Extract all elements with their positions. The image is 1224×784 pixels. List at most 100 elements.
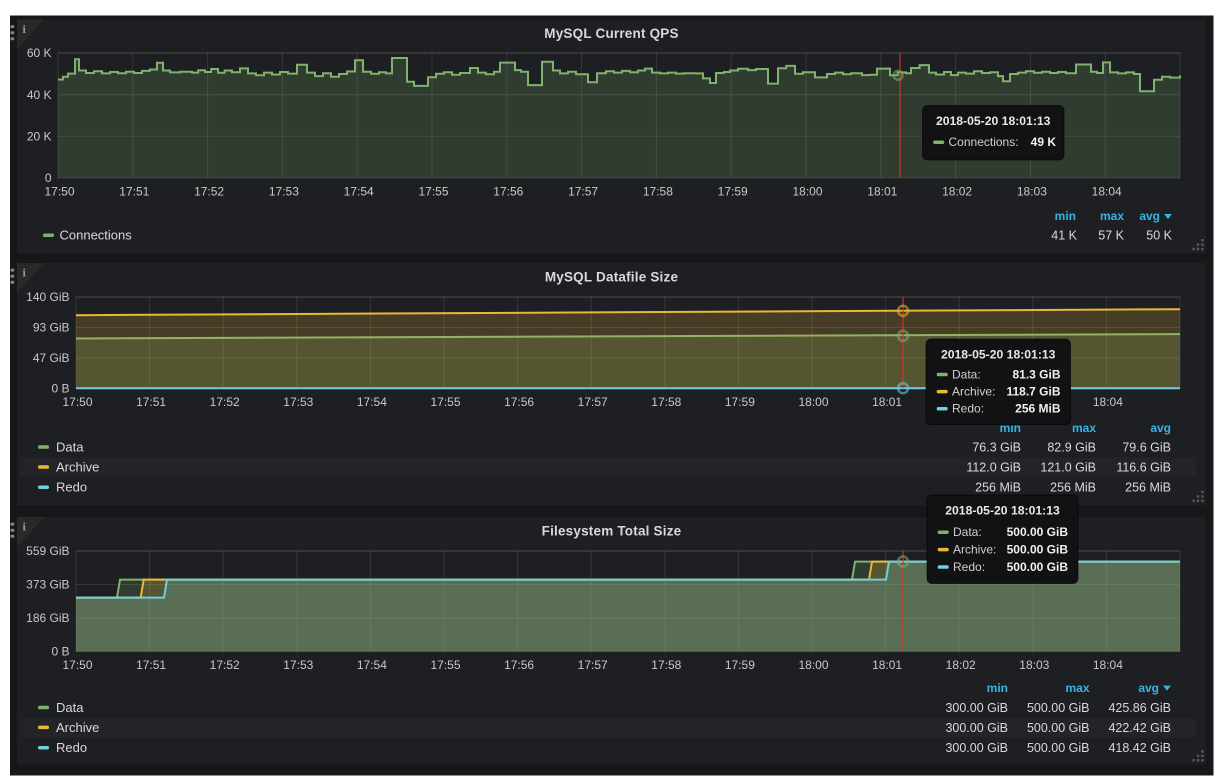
svg-text:17:52: 17:52	[194, 185, 224, 199]
svg-text:256 MiB: 256 MiB	[1050, 481, 1096, 495]
svg-text:418.42 GiB: 418.42 GiB	[1108, 741, 1171, 755]
svg-text:500.00 GiB: 500.00 GiB	[1007, 560, 1069, 574]
svg-text:17:54: 17:54	[357, 658, 387, 672]
svg-text:93 GiB: 93 GiB	[33, 321, 70, 335]
svg-text:18:03: 18:03	[1017, 185, 1047, 199]
svg-text:17:54: 17:54	[357, 395, 387, 409]
svg-text:min: min	[987, 681, 1008, 695]
svg-text:18:03: 18:03	[1019, 658, 1049, 672]
svg-text:121.0 GiB: 121.0 GiB	[1040, 461, 1096, 475]
svg-text:2018-05-20 18:01:13: 2018-05-20 18:01:13	[941, 348, 1056, 362]
svg-text:17:58: 17:58	[643, 185, 673, 199]
svg-text:60 K: 60 K	[27, 46, 52, 60]
svg-text:18:01: 18:01	[872, 395, 902, 409]
svg-text:18:04: 18:04	[1093, 395, 1123, 409]
svg-text:Archive:: Archive:	[952, 385, 995, 399]
svg-text:17:50: 17:50	[62, 658, 92, 672]
svg-text:17:59: 17:59	[725, 658, 755, 672]
svg-text:373 GiB: 373 GiB	[26, 578, 69, 592]
svg-text:2018-05-20 18:01:13: 2018-05-20 18:01:13	[945, 504, 1060, 518]
svg-text:i: i	[23, 520, 27, 534]
svg-text:112.0 GiB: 112.0 GiB	[966, 461, 1021, 475]
svg-text:17:54: 17:54	[344, 185, 374, 199]
svg-text:17:52: 17:52	[210, 658, 240, 672]
svg-text:500.00 GiB: 500.00 GiB	[1007, 543, 1069, 557]
svg-text:256 MiB: 256 MiB	[975, 481, 1021, 495]
svg-text:Data:: Data:	[952, 368, 981, 382]
svg-text:Redo:: Redo:	[953, 560, 985, 574]
svg-text:Connections:: Connections:	[949, 135, 1019, 149]
svg-text:17:59: 17:59	[725, 395, 755, 409]
svg-text:Archive:: Archive:	[953, 543, 996, 557]
svg-text:17:52: 17:52	[210, 395, 240, 409]
svg-text:116.6 GiB: 116.6 GiB	[1116, 461, 1171, 475]
svg-text:500.00 GiB: 500.00 GiB	[1007, 525, 1069, 539]
svg-text:17:59: 17:59	[718, 185, 748, 199]
svg-text:57 K: 57 K	[1098, 229, 1124, 243]
svg-text:17:51: 17:51	[136, 658, 166, 672]
svg-text:20 K: 20 K	[27, 130, 52, 144]
svg-text:max: max	[1100, 209, 1124, 223]
svg-text:2018-05-20 18:01:13: 2018-05-20 18:01:13	[936, 114, 1051, 128]
svg-text:17:57: 17:57	[568, 185, 598, 199]
svg-text:300.00 GiB: 300.00 GiB	[945, 701, 1008, 715]
svg-text:81.3 GiB: 81.3 GiB	[1012, 368, 1060, 382]
svg-text:186 GiB: 186 GiB	[26, 611, 69, 625]
svg-text:0 B: 0 B	[51, 645, 69, 659]
svg-text:140 GiB: 140 GiB	[26, 290, 69, 304]
svg-text:17:55: 17:55	[430, 395, 460, 409]
svg-text:82.9 GiB: 82.9 GiB	[1047, 441, 1096, 455]
svg-text:41 K: 41 K	[1051, 229, 1077, 243]
svg-text:18:02: 18:02	[946, 658, 976, 672]
svg-text:Redo: Redo	[56, 740, 87, 755]
svg-text:i: i	[23, 22, 27, 36]
svg-text:18:01: 18:01	[867, 185, 897, 199]
svg-text:0: 0	[45, 171, 52, 185]
svg-text:17:51: 17:51	[136, 395, 166, 409]
svg-text:76.3 GiB: 76.3 GiB	[972, 441, 1021, 455]
svg-text:Archive: Archive	[56, 460, 99, 475]
svg-text:47 GiB: 47 GiB	[33, 351, 70, 365]
svg-text:300.00 GiB: 300.00 GiB	[945, 721, 1008, 735]
svg-text:17:57: 17:57	[578, 395, 608, 409]
svg-text:max: max	[1065, 681, 1089, 695]
svg-text:MySQL Current QPS: MySQL Current QPS	[544, 26, 678, 41]
svg-text:17:56: 17:56	[504, 658, 534, 672]
svg-text:17:56: 17:56	[504, 395, 534, 409]
svg-text:Connections: Connections	[60, 228, 133, 243]
svg-text:18:00: 18:00	[798, 658, 828, 672]
svg-text:min: min	[1055, 209, 1076, 223]
svg-text:422.42 GiB: 422.42 GiB	[1108, 721, 1171, 735]
svg-text:max: max	[1072, 421, 1096, 435]
svg-text:18:00: 18:00	[792, 185, 822, 199]
svg-text:500.00 GiB: 500.00 GiB	[1027, 701, 1090, 715]
svg-text:425.86 GiB: 425.86 GiB	[1108, 701, 1171, 715]
svg-text:17:55: 17:55	[418, 185, 448, 199]
svg-text:17:50: 17:50	[62, 395, 92, 409]
svg-text:17:51: 17:51	[119, 185, 149, 199]
svg-text:500.00 GiB: 500.00 GiB	[1027, 741, 1090, 755]
svg-text:50 K: 50 K	[1146, 229, 1172, 243]
svg-text:256 MiB: 256 MiB	[1015, 402, 1061, 416]
svg-text:118.7 GiB: 118.7 GiB	[1006, 385, 1060, 399]
svg-text:avg: avg	[1139, 209, 1160, 223]
svg-text:256 MiB: 256 MiB	[1125, 481, 1171, 495]
svg-text:0 B: 0 B	[51, 382, 69, 396]
svg-text:18:04: 18:04	[1093, 658, 1123, 672]
svg-text:500.00 GiB: 500.00 GiB	[1027, 721, 1090, 735]
svg-text:Data: Data	[56, 700, 84, 715]
svg-text:49 K: 49 K	[1031, 135, 1057, 149]
svg-text:17:57: 17:57	[578, 658, 608, 672]
svg-text:Data: Data	[56, 440, 84, 455]
svg-text:17:55: 17:55	[430, 658, 460, 672]
svg-text:Data:: Data:	[953, 525, 982, 539]
svg-text:18:00: 18:00	[798, 395, 828, 409]
svg-text:17:53: 17:53	[269, 185, 299, 199]
svg-text:300.00 GiB: 300.00 GiB	[945, 741, 1008, 755]
svg-text:Archive: Archive	[56, 720, 99, 735]
svg-text:17:53: 17:53	[283, 658, 313, 672]
svg-text:Redo:: Redo:	[952, 402, 984, 416]
svg-text:avg: avg	[1138, 681, 1159, 695]
svg-text:17:58: 17:58	[651, 395, 681, 409]
svg-text:Redo: Redo	[56, 480, 87, 495]
